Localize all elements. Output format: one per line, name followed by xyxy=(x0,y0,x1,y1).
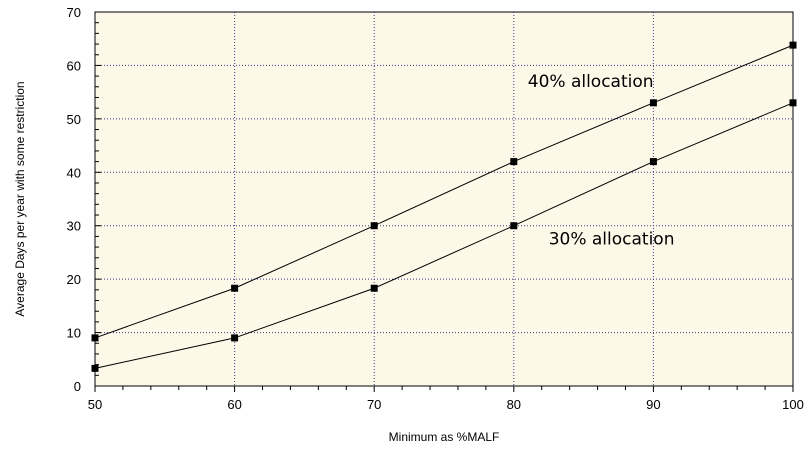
series-line-1 xyxy=(94,44,794,339)
x-tick-label: 70 xyxy=(367,397,381,412)
plot-area xyxy=(94,11,794,387)
data-point xyxy=(789,41,797,49)
data-point xyxy=(510,222,518,230)
x-tick-label: 90 xyxy=(646,397,660,412)
gridlines xyxy=(95,12,793,386)
data-point xyxy=(649,99,657,107)
minor-ticks xyxy=(94,11,794,392)
data-point xyxy=(370,284,378,292)
y-tick-label: 10 xyxy=(67,326,81,341)
y-tick-label: 50 xyxy=(67,112,81,127)
data-point xyxy=(231,334,239,342)
y-tick-label: 0 xyxy=(74,379,81,394)
series-group xyxy=(91,41,797,372)
data-point xyxy=(370,222,378,230)
x-tick-label: 60 xyxy=(227,397,241,412)
data-point xyxy=(91,334,99,342)
data-point xyxy=(789,99,797,107)
y-tick-label: 70 xyxy=(67,5,81,20)
x-tick-label: 50 xyxy=(88,397,102,412)
y-tick-label: 40 xyxy=(67,165,81,180)
y-tick-labels: 0 10 20 30 40 50 60 70 xyxy=(67,5,81,394)
y-tick-label: 30 xyxy=(67,219,81,234)
data-point xyxy=(231,284,239,292)
x-tick-label: 100 xyxy=(782,397,804,412)
x-axis-title: Minimum as %MALF xyxy=(389,430,500,444)
y-tick-label: 20 xyxy=(67,272,81,287)
data-point xyxy=(649,158,657,166)
series-line-2 xyxy=(94,102,794,369)
y-tick-label: 60 xyxy=(67,58,81,73)
x-tick-label: 80 xyxy=(507,397,521,412)
data-point xyxy=(510,158,518,166)
annotation-label: 30% allocation xyxy=(549,229,675,249)
x-tick-labels: 50 60 70 80 90 100 xyxy=(88,397,804,412)
data-point xyxy=(91,364,99,372)
y-axis-title: Average Days per year with some restrict… xyxy=(13,81,27,316)
annotations: 40% allocation 30% allocation xyxy=(528,72,675,250)
annotation-label: 40% allocation xyxy=(528,72,654,92)
